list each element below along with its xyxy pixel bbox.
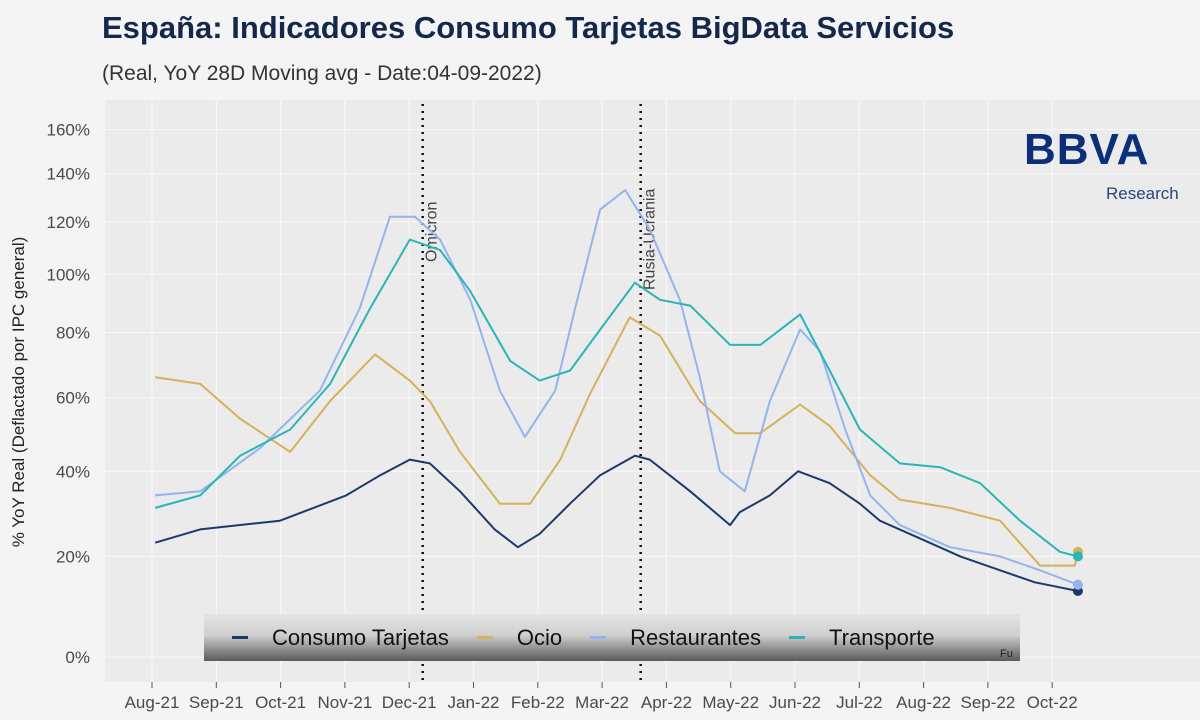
y-tick-label: 60% — [56, 389, 90, 408]
x-tick-label: Dec-21 — [382, 693, 437, 712]
y-tick-label: 100% — [47, 265, 90, 284]
y-tick-label: 0% — [65, 648, 90, 667]
x-tick-label: Mar-22 — [575, 693, 629, 712]
x-tick-label: Feb-22 — [511, 693, 565, 712]
chart-legend: Consumo Tarjetas Ocio Restaurantes Transpor… — [204, 614, 1020, 661]
y-tick-label: 140% — [47, 165, 90, 184]
series-endpoint — [1072, 551, 1083, 562]
logo-brand: BBVA — [1024, 125, 1150, 174]
x-tick-label: Apr-22 — [641, 693, 692, 712]
chart-subtitle: (Real, YoY 28D Moving avg - Date:04-09-2… — [102, 62, 542, 85]
y-tick-label: 160% — [47, 121, 90, 140]
x-tick-label: Aug-22 — [896, 693, 951, 712]
legend-key — [232, 636, 248, 639]
event-label: Rusia-Ucrania — [642, 189, 659, 290]
legend-key — [476, 636, 493, 639]
x-tick-label: Sep-22 — [960, 693, 1015, 712]
y-tick-label: 20% — [56, 547, 90, 566]
series-line-consumo-tarjetas — [154, 454, 1079, 592]
legend-item: Transporte — [789, 625, 935, 651]
legend-key — [590, 636, 607, 639]
legend-item: Consumo Tarjetas — [232, 625, 449, 651]
legend-item: Ocio — [476, 624, 563, 651]
y-tick-label: 80% — [56, 324, 90, 343]
series-line-restaurantes — [155, 189, 1079, 586]
legend-label: Transporte — [829, 624, 935, 650]
legend-label: Ocio — [516, 624, 563, 650]
plot-panel — [105, 100, 1200, 682]
x-tick-label: Aug-21 — [125, 693, 180, 712]
series-line-ocio — [155, 316, 1079, 567]
series-line-transporte — [154, 238, 1079, 558]
x-tick-label: Nov-21 — [317, 693, 372, 712]
x-tick-label: Jan-22 — [448, 693, 500, 712]
x-tick-label: Jun-22 — [769, 693, 821, 712]
x-tick-label: May-22 — [702, 693, 759, 712]
y-tick-label: 40% — [56, 462, 90, 481]
legend-item: Restaurantes — [590, 625, 761, 651]
legend-label: Restaurantes — [630, 624, 762, 650]
y-axis-label: % YoY Real (Deflactado por IPC general) — [9, 237, 28, 548]
legend-key — [789, 636, 806, 639]
logo-sub: Research — [1106, 184, 1179, 203]
y-tick-label: 120% — [47, 213, 90, 232]
x-tick-label: Jul-22 — [836, 693, 882, 712]
series-endpoint — [1072, 579, 1083, 590]
bbva-research-logo: BBVA Research — [1024, 128, 1179, 204]
x-tick-label: Sep-21 — [189, 693, 244, 712]
chart-title: España: Indicadores Consumo Tarjetas Big… — [102, 10, 955, 45]
source-fragment: Fu — [1000, 648, 1013, 660]
x-tick-label: Oct-22 — [1027, 693, 1078, 712]
x-tick-label: Oct-21 — [255, 693, 306, 712]
legend-label: Consumo Tarjetas — [272, 624, 449, 650]
